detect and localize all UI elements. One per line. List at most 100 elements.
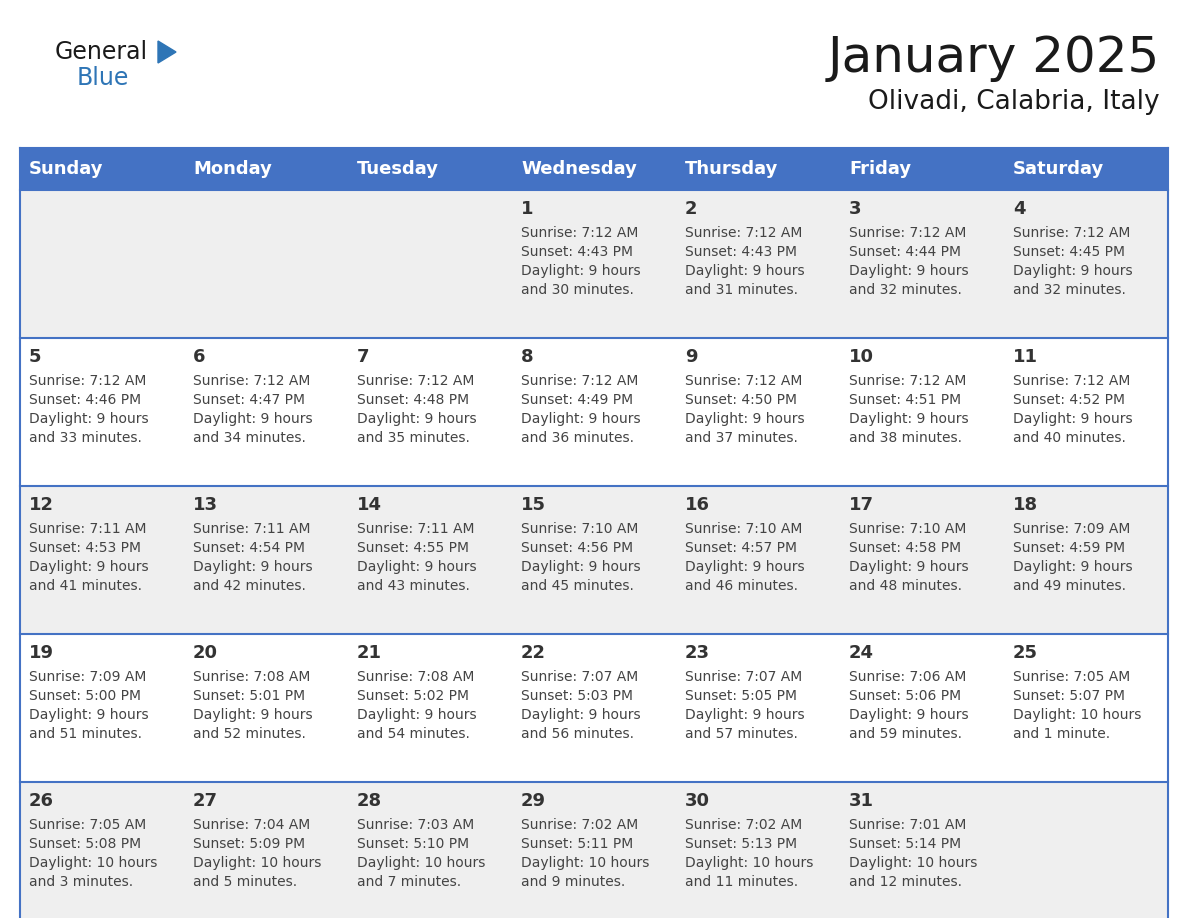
Text: Sunrise: 7:08 AM: Sunrise: 7:08 AM xyxy=(358,670,474,684)
Text: 24: 24 xyxy=(849,644,874,662)
Text: Sunrise: 7:01 AM: Sunrise: 7:01 AM xyxy=(849,818,966,832)
Text: 15: 15 xyxy=(522,496,546,514)
Text: and 52 minutes.: and 52 minutes. xyxy=(192,727,305,741)
Text: 19: 19 xyxy=(29,644,53,662)
Text: Sunrise: 7:05 AM: Sunrise: 7:05 AM xyxy=(1013,670,1130,684)
Text: and 33 minutes.: and 33 minutes. xyxy=(29,431,141,445)
Text: and 40 minutes.: and 40 minutes. xyxy=(1013,431,1126,445)
Text: 28: 28 xyxy=(358,792,383,810)
Text: Sunset: 5:06 PM: Sunset: 5:06 PM xyxy=(849,689,961,703)
Bar xyxy=(20,634,1168,782)
Text: 3: 3 xyxy=(849,200,861,218)
Bar xyxy=(20,148,1168,190)
Text: Daylight: 10 hours: Daylight: 10 hours xyxy=(522,856,650,870)
Text: Daylight: 9 hours: Daylight: 9 hours xyxy=(192,560,312,574)
Bar xyxy=(20,338,1168,486)
Text: Daylight: 9 hours: Daylight: 9 hours xyxy=(685,708,804,722)
Text: Sunrise: 7:02 AM: Sunrise: 7:02 AM xyxy=(685,818,802,832)
Text: Sunrise: 7:12 AM: Sunrise: 7:12 AM xyxy=(358,374,474,388)
Text: 12: 12 xyxy=(29,496,53,514)
Text: and 1 minute.: and 1 minute. xyxy=(1013,727,1110,741)
Text: and 54 minutes.: and 54 minutes. xyxy=(358,727,470,741)
Text: and 45 minutes.: and 45 minutes. xyxy=(522,579,634,593)
Text: Sunset: 4:51 PM: Sunset: 4:51 PM xyxy=(849,393,961,407)
Text: Sunset: 5:07 PM: Sunset: 5:07 PM xyxy=(1013,689,1125,703)
Text: Blue: Blue xyxy=(77,66,129,90)
Text: Daylight: 9 hours: Daylight: 9 hours xyxy=(522,560,640,574)
Text: and 30 minutes.: and 30 minutes. xyxy=(522,283,634,297)
Text: Daylight: 9 hours: Daylight: 9 hours xyxy=(1013,412,1132,426)
Text: Daylight: 9 hours: Daylight: 9 hours xyxy=(192,708,312,722)
Text: Sunset: 5:05 PM: Sunset: 5:05 PM xyxy=(685,689,797,703)
Text: and 31 minutes.: and 31 minutes. xyxy=(685,283,798,297)
Text: Sunrise: 7:12 AM: Sunrise: 7:12 AM xyxy=(522,374,638,388)
Text: Daylight: 10 hours: Daylight: 10 hours xyxy=(358,856,486,870)
Text: 4: 4 xyxy=(1013,200,1025,218)
Text: 2: 2 xyxy=(685,200,697,218)
Text: Daylight: 9 hours: Daylight: 9 hours xyxy=(29,412,148,426)
Text: Sunrise: 7:07 AM: Sunrise: 7:07 AM xyxy=(685,670,802,684)
Text: Sunset: 4:53 PM: Sunset: 4:53 PM xyxy=(29,541,141,555)
Text: Sunrise: 7:05 AM: Sunrise: 7:05 AM xyxy=(29,818,146,832)
Text: Daylight: 9 hours: Daylight: 9 hours xyxy=(849,708,968,722)
Text: Sunset: 5:14 PM: Sunset: 5:14 PM xyxy=(849,837,961,851)
Text: Olivadi, Calabria, Italy: Olivadi, Calabria, Italy xyxy=(868,89,1159,115)
Text: Sunrise: 7:12 AM: Sunrise: 7:12 AM xyxy=(849,226,966,240)
Text: Sunset: 4:43 PM: Sunset: 4:43 PM xyxy=(522,245,633,259)
Text: Sunset: 4:57 PM: Sunset: 4:57 PM xyxy=(685,541,797,555)
Text: Sunset: 5:10 PM: Sunset: 5:10 PM xyxy=(358,837,469,851)
Text: Sunrise: 7:12 AM: Sunrise: 7:12 AM xyxy=(29,374,146,388)
Text: Sunset: 5:11 PM: Sunset: 5:11 PM xyxy=(522,837,633,851)
Text: 8: 8 xyxy=(522,348,533,366)
Bar xyxy=(20,190,1168,338)
Text: Sunset: 4:43 PM: Sunset: 4:43 PM xyxy=(685,245,797,259)
Text: and 41 minutes.: and 41 minutes. xyxy=(29,579,143,593)
Text: Sunset: 4:48 PM: Sunset: 4:48 PM xyxy=(358,393,469,407)
Text: 11: 11 xyxy=(1013,348,1038,366)
Text: Daylight: 9 hours: Daylight: 9 hours xyxy=(29,708,148,722)
Text: Sunset: 5:03 PM: Sunset: 5:03 PM xyxy=(522,689,633,703)
Text: Daylight: 9 hours: Daylight: 9 hours xyxy=(358,412,476,426)
Text: Sunrise: 7:06 AM: Sunrise: 7:06 AM xyxy=(849,670,966,684)
Text: 23: 23 xyxy=(685,644,710,662)
Text: 14: 14 xyxy=(358,496,383,514)
Text: 27: 27 xyxy=(192,792,219,810)
Text: Friday: Friday xyxy=(849,160,911,178)
Text: 6: 6 xyxy=(192,348,206,366)
Text: Sunrise: 7:10 AM: Sunrise: 7:10 AM xyxy=(522,522,638,536)
Text: Daylight: 10 hours: Daylight: 10 hours xyxy=(685,856,814,870)
Text: Sunset: 4:50 PM: Sunset: 4:50 PM xyxy=(685,393,797,407)
Text: Daylight: 9 hours: Daylight: 9 hours xyxy=(358,560,476,574)
Text: Daylight: 10 hours: Daylight: 10 hours xyxy=(29,856,157,870)
Text: Sunrise: 7:09 AM: Sunrise: 7:09 AM xyxy=(29,670,146,684)
Text: Daylight: 9 hours: Daylight: 9 hours xyxy=(522,264,640,278)
Text: and 5 minutes.: and 5 minutes. xyxy=(192,875,297,889)
Text: Sunset: 4:44 PM: Sunset: 4:44 PM xyxy=(849,245,961,259)
Text: Sunrise: 7:10 AM: Sunrise: 7:10 AM xyxy=(685,522,802,536)
Text: Sunrise: 7:03 AM: Sunrise: 7:03 AM xyxy=(358,818,474,832)
Text: Daylight: 9 hours: Daylight: 9 hours xyxy=(29,560,148,574)
Text: Sunset: 5:01 PM: Sunset: 5:01 PM xyxy=(192,689,305,703)
Text: Daylight: 9 hours: Daylight: 9 hours xyxy=(849,560,968,574)
Text: and 9 minutes.: and 9 minutes. xyxy=(522,875,625,889)
Bar xyxy=(20,148,1168,918)
Text: Daylight: 10 hours: Daylight: 10 hours xyxy=(849,856,978,870)
Text: Daylight: 9 hours: Daylight: 9 hours xyxy=(1013,264,1132,278)
Text: Sunset: 4:45 PM: Sunset: 4:45 PM xyxy=(1013,245,1125,259)
Text: 10: 10 xyxy=(849,348,874,366)
Text: and 46 minutes.: and 46 minutes. xyxy=(685,579,798,593)
Text: and 48 minutes.: and 48 minutes. xyxy=(849,579,962,593)
Text: Sunrise: 7:11 AM: Sunrise: 7:11 AM xyxy=(192,522,310,536)
Text: Sunrise: 7:10 AM: Sunrise: 7:10 AM xyxy=(849,522,966,536)
Text: and 38 minutes.: and 38 minutes. xyxy=(849,431,962,445)
Text: January 2025: January 2025 xyxy=(828,34,1159,82)
Text: Monday: Monday xyxy=(192,160,272,178)
Bar xyxy=(20,486,1168,634)
Text: Saturday: Saturday xyxy=(1013,160,1105,178)
Text: Sunset: 5:13 PM: Sunset: 5:13 PM xyxy=(685,837,797,851)
Text: and 51 minutes.: and 51 minutes. xyxy=(29,727,143,741)
Text: Daylight: 9 hours: Daylight: 9 hours xyxy=(849,264,968,278)
Text: 13: 13 xyxy=(192,496,219,514)
Text: Sunrise: 7:11 AM: Sunrise: 7:11 AM xyxy=(29,522,146,536)
Text: Sunrise: 7:12 AM: Sunrise: 7:12 AM xyxy=(1013,226,1130,240)
